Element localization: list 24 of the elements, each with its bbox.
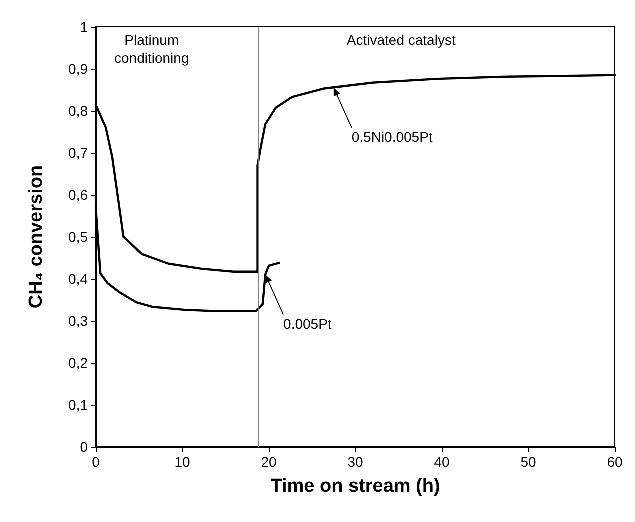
x-tick-label: 30 (348, 454, 364, 470)
y-tick-label: 0,9 (68, 61, 88, 77)
y-tick-label: 0,4 (68, 271, 88, 287)
annotation: 0.5Ni0.005Pt (352, 128, 433, 145)
y-tick-label: 0,5 (68, 229, 88, 245)
y-tick-label: 0,8 (68, 103, 88, 119)
x-tick-label: 50 (520, 454, 536, 470)
y-tick-label: 0,1 (68, 397, 88, 413)
y-tick-label: 0,2 (68, 355, 88, 371)
y-axis-title: CH₄ conversion (26, 165, 47, 309)
x-tick-label: 0 (92, 454, 100, 470)
annotation: Activated catalyst (346, 32, 456, 48)
x-axis-title: Time on stream (h) (270, 476, 440, 497)
x-tick-label: 20 (261, 454, 277, 470)
y-tick-label: 0,3 (68, 313, 88, 329)
y-tick-label: 0 (80, 439, 88, 455)
x-tick-label: 40 (434, 454, 450, 470)
x-tick-label: 10 (174, 454, 190, 470)
annotation: 0.005Pt (284, 316, 332, 332)
annotation: Platinum conditioning (114, 32, 190, 66)
x-tick-label: 60 (607, 454, 623, 470)
y-tick-label: 0,6 (68, 187, 88, 203)
y-tick-label: 1 (80, 19, 88, 35)
y-tick-label: 0,7 (68, 145, 88, 161)
